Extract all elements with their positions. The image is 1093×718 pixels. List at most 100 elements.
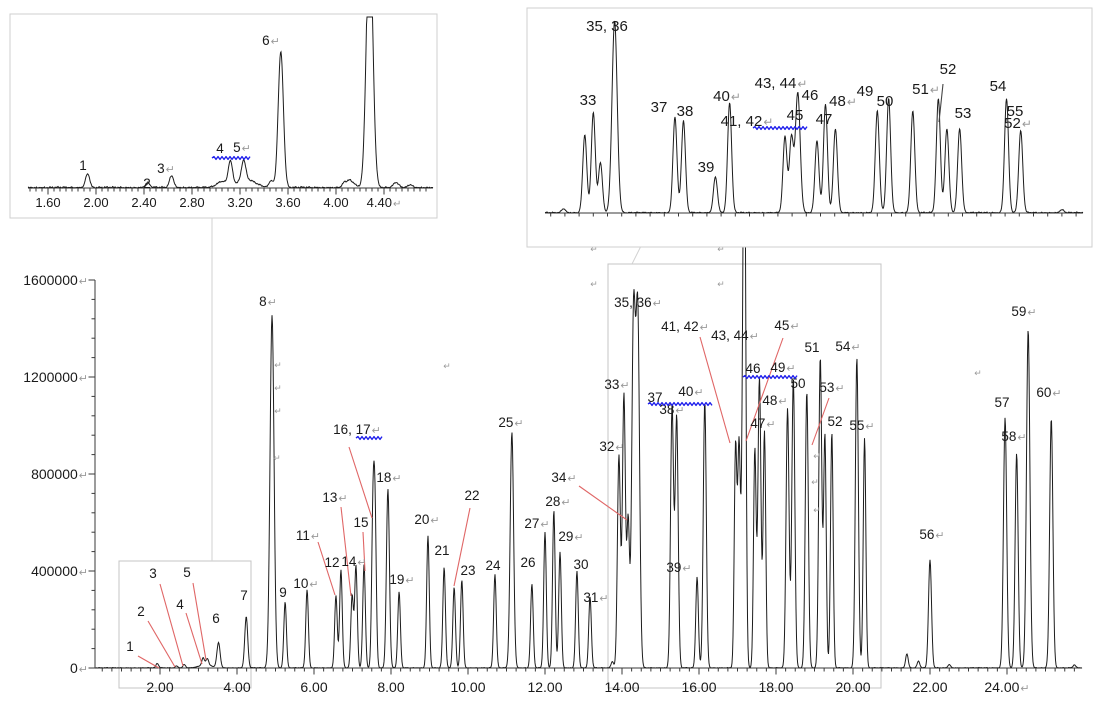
return-mark: ↵ — [797, 77, 807, 91]
return-mark: ↵ — [79, 470, 88, 482]
peak-label-47: 47 — [816, 111, 833, 128]
inset-left-trace-path — [27, 16, 434, 189]
float-return: ↵ — [717, 244, 725, 254]
label-text: 55 — [849, 418, 864, 433]
peak-label-50: 50 — [790, 376, 805, 391]
peak-label-8: 8↵ — [259, 294, 277, 309]
label-text: 41, 42 — [661, 319, 699, 334]
peak-label-37: 37 — [647, 390, 662, 405]
return-mark: ↵ — [274, 406, 282, 416]
return-mark: ↵ — [540, 519, 549, 531]
return-mark: ↵ — [935, 530, 944, 542]
main-x-tick-label: 24.00↵ — [984, 679, 1029, 695]
return-mark: ↵ — [763, 115, 773, 129]
float-return: ↵ — [590, 244, 598, 254]
peak-label-45: 45 — [787, 107, 804, 124]
label-text: 29 — [558, 529, 573, 544]
return-mark: ↵ — [717, 279, 725, 289]
inset-left-x-tick-label: 2.80 — [179, 195, 204, 210]
return-mark: ↵ — [271, 36, 280, 48]
inset-left-x-tick-label: 1.60 — [35, 195, 60, 210]
label-text: 45 — [774, 318, 789, 333]
return-mark: ↵ — [700, 322, 709, 334]
return-mark: ↵ — [1022, 117, 1032, 131]
peak-label-48: 48↵ — [762, 393, 787, 408]
return-mark: ↵ — [750, 331, 759, 343]
label-text: 27 — [524, 516, 539, 531]
return-mark: ↵ — [865, 421, 874, 433]
return-mark: ↵ — [717, 244, 725, 254]
label-text: 28 — [545, 494, 560, 509]
return-mark: ↵ — [567, 473, 576, 485]
peak-label-40: 40↵ — [713, 88, 741, 105]
peak-leader-line — [938, 83, 944, 123]
label-text: 51 — [912, 81, 929, 98]
main-y-tick-label: 800000↵ — [31, 466, 88, 482]
main-y-tick-label: 1200000↵ — [23, 369, 88, 385]
peak-label-20: 20↵ — [414, 512, 439, 527]
peak-label-43-44: 43, 44↵ — [711, 328, 759, 343]
squiggle-underline — [647, 401, 713, 407]
return-mark: ↵ — [79, 373, 88, 385]
label-text: 3 — [157, 161, 165, 176]
peak-leader-line — [185, 612, 203, 665]
label-text: 2.80 — [179, 195, 204, 210]
label-text: 47 — [816, 111, 833, 128]
main-y-tick-label: 0↵ — [70, 660, 88, 676]
label-text: 60 — [1036, 385, 1051, 400]
peak-label-35-36: 35, 36↵ — [614, 295, 662, 310]
return-mark: ↵ — [813, 451, 821, 461]
label-text: 16, 17 — [333, 422, 371, 437]
peak-label-18: 18↵ — [376, 470, 401, 485]
label-text: 4.00 — [223, 679, 250, 695]
label-text: 13 — [322, 490, 337, 505]
label-text: 56 — [919, 527, 934, 542]
peak-label-24: 24 — [485, 558, 501, 573]
return-mark: ↵ — [731, 90, 741, 104]
return-mark: ↵ — [357, 557, 366, 569]
peak-leader-line — [340, 506, 352, 597]
return-mark: ↵ — [790, 321, 799, 333]
label-text: 37 — [647, 390, 662, 405]
float-return: ↵ — [717, 279, 725, 289]
peak-label-40: 40↵ — [678, 384, 703, 399]
return-mark: ↵ — [1052, 388, 1061, 400]
label-text: 5 — [183, 565, 191, 580]
return-mark: ↵ — [653, 298, 662, 310]
label-text: 11 — [296, 528, 310, 543]
float-return: ↵ — [273, 453, 281, 463]
peak-label-2: 2 — [137, 604, 145, 619]
label-text: 20.00 — [835, 679, 870, 695]
label-text: 55 — [1007, 103, 1024, 120]
float-return: ↵ — [590, 279, 598, 289]
main-y-tick-label: 400000↵ — [31, 563, 88, 579]
peak-label-43-44: 43, 44↵ — [755, 75, 808, 92]
return-mark: ↵ — [974, 368, 982, 378]
peak-label-6: 6 — [212, 611, 220, 626]
label-text: 22 — [464, 488, 479, 503]
inset-connector-line — [631, 245, 642, 265]
label-text: 23 — [460, 563, 475, 578]
peak-label-39: 39↵ — [666, 560, 691, 575]
main-x-tick-label: 16.00 — [681, 679, 716, 695]
main-trace-path — [94, 100, 1083, 669]
squiggle-underline — [752, 125, 808, 131]
peak-label-60: 60↵ — [1036, 385, 1061, 400]
return-mark: ↵ — [813, 505, 821, 515]
peak-leader-line — [159, 583, 184, 667]
peak-label-38: 38↵ — [659, 402, 684, 417]
inset-right-trace-path — [544, 20, 1084, 214]
label-text: 35, 36 — [614, 295, 652, 310]
label-text: 21 — [434, 543, 449, 558]
label-text: 39 — [666, 560, 681, 575]
label-text: 2.00 — [146, 679, 173, 695]
label-text: 18 — [376, 470, 391, 485]
peak-label-4: 4 — [176, 597, 184, 612]
return-mark: ↵ — [599, 593, 608, 605]
peak-label-47: 47↵ — [750, 416, 775, 431]
peak-label-1: 1 — [79, 158, 87, 173]
main-x-tick-label: 4.00 — [223, 679, 250, 695]
peak-label-41-42: 41, 42↵ — [661, 319, 709, 334]
peak-label-46: 46 — [802, 87, 819, 104]
